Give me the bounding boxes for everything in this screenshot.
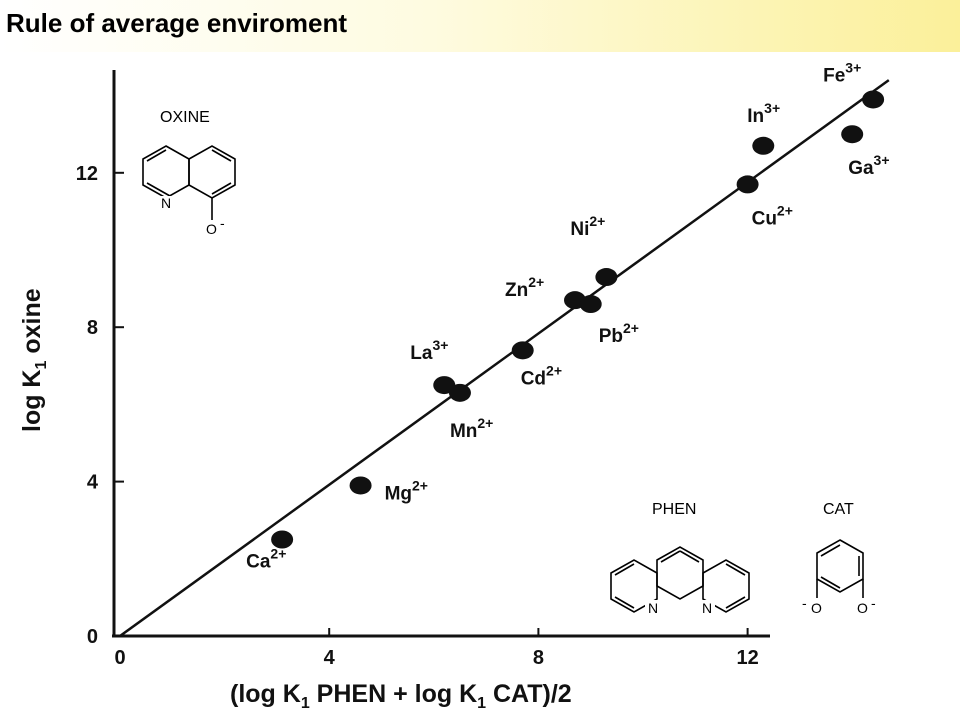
data-point-fe [862, 90, 885, 109]
oxine-label: OXINE [160, 109, 210, 126]
cat-charge-1: - [802, 595, 807, 611]
data-point-mg [349, 476, 372, 495]
point-label-ga: Ga3+ [848, 152, 889, 179]
point-label-cd: Cd2+ [521, 362, 562, 389]
axis-ticks: 0 4 8 12 0 4 8 12 [76, 163, 759, 669]
phen-label: PHEN [652, 501, 696, 518]
x-tick-label: 4 [324, 647, 336, 669]
x-tick-label: 12 [736, 647, 758, 669]
point-label-fe: Fe3+ [823, 59, 861, 86]
x-axis-label: (log K1 PHEN + log K1 CAT)/2 [230, 680, 572, 710]
data-point-ca [271, 530, 294, 549]
oxine-structure [142, 145, 236, 220]
data-point-cd [511, 341, 534, 360]
point-label-mg: Mg2+ [385, 477, 428, 504]
oxine-charge: - [220, 215, 225, 231]
point-label-pb: Pb2+ [599, 320, 639, 347]
data-point-cu [736, 175, 759, 194]
title-band [0, 0, 960, 52]
point-label-mn: Mn2+ [450, 415, 493, 442]
cat-structure [816, 539, 864, 598]
oxine-o-atom: O [206, 221, 217, 237]
point-label-zn: Zn2+ [505, 274, 544, 301]
cat-o-atom-2: O [857, 600, 868, 616]
phen-structure [610, 546, 750, 613]
phen-n-atom-1: N [648, 600, 658, 616]
y-tick-label: 8 [87, 317, 98, 339]
phen-n-atom-2: N [702, 600, 712, 616]
point-label-la: La3+ [410, 337, 448, 364]
oxine-n-atom: N [161, 195, 171, 211]
data-point-pb [579, 295, 602, 314]
x-tick-label: 0 [114, 647, 125, 669]
y-tick-label: 4 [87, 472, 99, 494]
point-label-in: In3+ [747, 100, 780, 127]
point-label-cu: Cu2+ [752, 202, 793, 229]
cat-charge-2: - [871, 595, 876, 611]
y-axis-label: log K1 oxine [18, 288, 50, 432]
slide-title: Rule of average enviroment [6, 8, 347, 38]
data-points: Ca2+ Mg2+ La3+ Mn2+ Cd2+ Zn2+ Pb2+ Ni2+ Cu2+ In3+… [246, 59, 889, 572]
data-point-mn [448, 383, 471, 402]
data-point-ga [841, 125, 864, 144]
y-tick-label: 0 [87, 626, 98, 648]
point-label-ni: Ni2+ [570, 213, 605, 240]
y-tick-label: 12 [76, 163, 98, 185]
cat-label: CAT [823, 501, 854, 518]
fit-line [119, 79, 890, 638]
x-tick-label: 8 [533, 647, 544, 669]
data-point-ni [595, 268, 618, 287]
data-point-in [752, 136, 775, 155]
point-label-ca: Ca2+ [246, 546, 286, 573]
cat-o-atom-1: O [811, 600, 822, 616]
